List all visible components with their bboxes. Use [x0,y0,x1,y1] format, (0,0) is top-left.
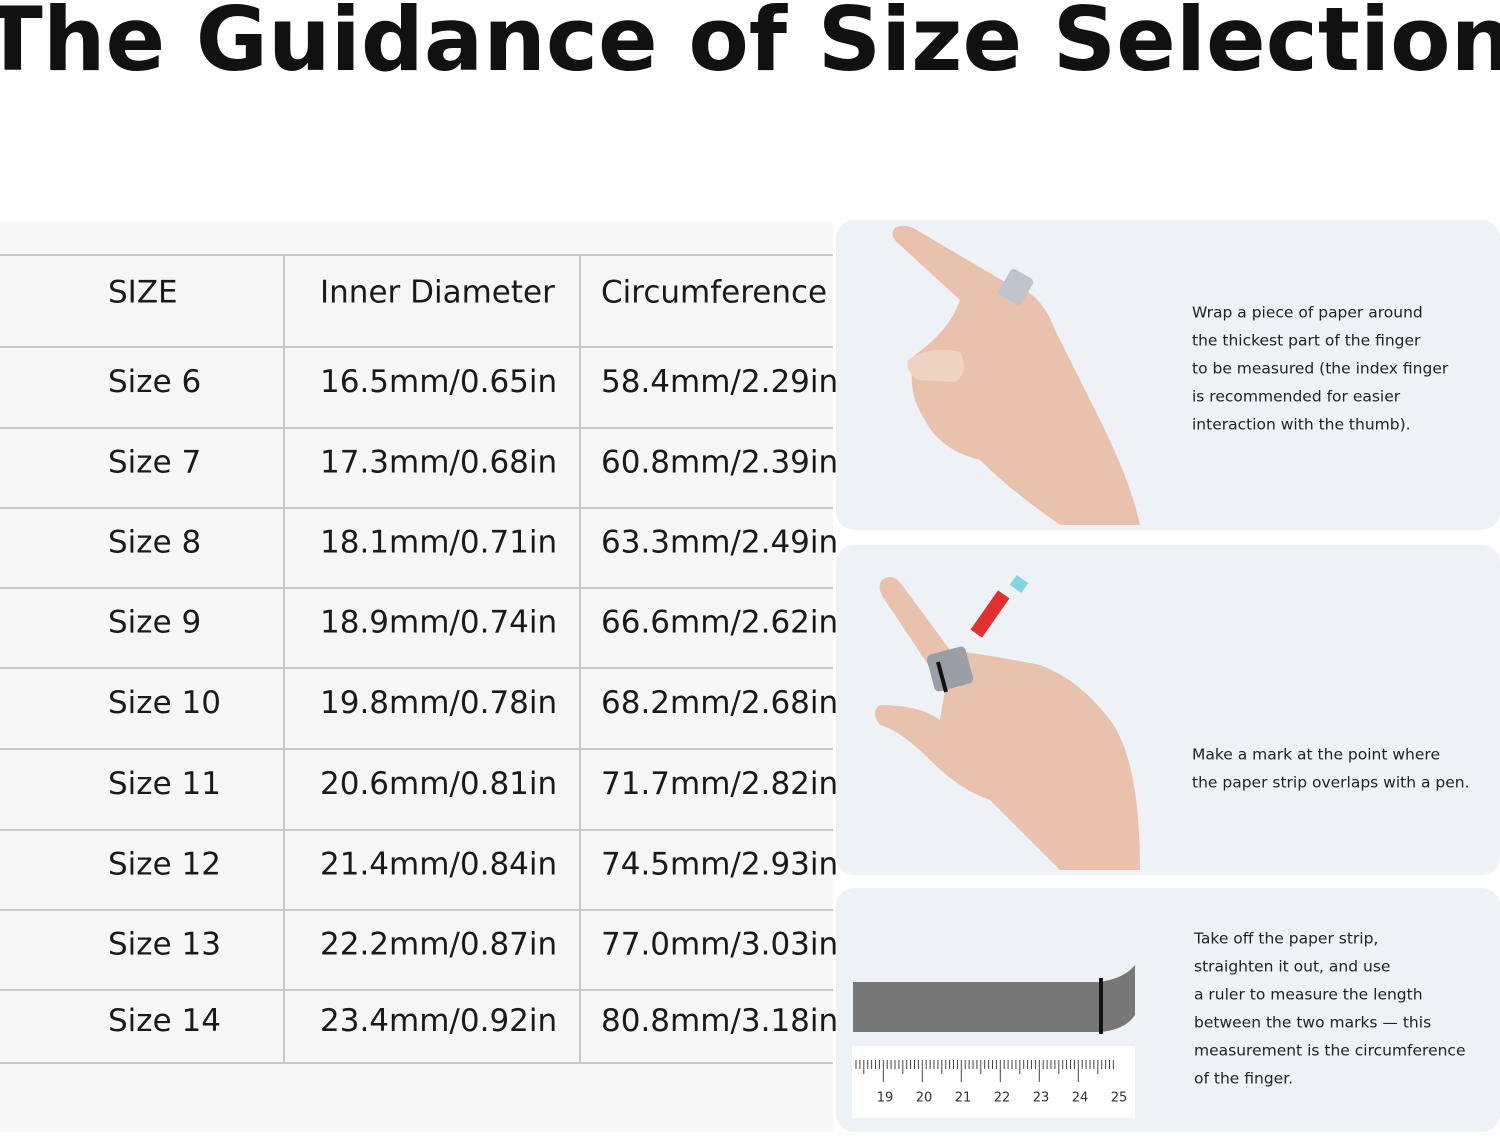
hand-illustration [875,575,1140,870]
table-cell: 23.4mm/0.92in [320,1003,557,1039]
step-text: between the two marks — this [1194,1014,1431,1032]
table-cell: 58.4mm/2.29in [601,364,838,400]
ruler [852,1046,1135,1118]
table-cell: Size 6 [108,364,201,400]
step-text: a ruler to measure the length [1194,986,1423,1004]
table-cell: 18.1mm/0.71in [320,525,557,561]
table-cell: 74.5mm/2.93in [601,847,838,883]
table-cell: 21.4mm/0.84in [320,847,557,883]
table-cell: 22.2mm/0.87in [320,927,557,963]
table-cell: 18.9mm/0.74in [320,605,557,641]
step-text: the paper strip overlaps with a pen. [1192,774,1470,792]
ruler-label: 24 [1072,1091,1089,1106]
table-cell: 71.7mm/2.82in [601,766,838,802]
table-cell: Size 14 [108,1003,221,1039]
table-cell: Size 10 [108,685,221,721]
table-cell: 77.0mm/3.03in [601,927,838,963]
table-cell: 63.3mm/2.49in [601,525,838,561]
step-text: to be measured (the index finger [1192,360,1449,378]
table-cell: 17.3mm/0.68in [320,445,557,481]
table-cell: Size 7 [108,445,201,481]
header-cell: SIZE [108,275,178,311]
table-cell: 20.6mm/0.81in [320,766,557,802]
ruler-label: 22 [994,1091,1011,1106]
ruler-ticks [855,1060,1114,1082]
ruler-label: 23 [1033,1091,1050,1106]
step-text: interaction with the thumb). [1192,416,1411,434]
paper-strip [853,965,1135,1034]
step-text: the thickest part of the finger [1192,332,1421,350]
step-text: Make a mark at the point where [1192,746,1440,764]
ruler-label: 21 [955,1091,972,1106]
table-bg [0,222,833,1132]
table-cell: Size 13 [108,927,221,963]
ruler-label: 20 [916,1091,933,1106]
table-cell: 68.2mm/2.68in [601,685,838,721]
step-text: measurement is the circumference [1194,1042,1466,1060]
step-text: of the finger. [1194,1070,1293,1088]
table-cell: Size 8 [108,525,201,561]
step-text: Wrap a piece of paper around [1192,304,1423,322]
step-panel [836,545,1500,875]
step-text: Take off the paper strip, [1193,930,1378,948]
table-cell: 80.8mm/3.18in [601,1003,838,1039]
ruler-label: 19 [877,1091,894,1106]
table-cell: 19.8mm/0.78in [320,685,557,721]
table-cell: Size 11 [108,766,221,802]
table-cell: Size 9 [108,605,201,641]
table-cell: 16.5mm/0.65in [320,364,557,400]
step-text: straighten it out, and use [1194,958,1390,976]
step-text: is recommended for easier [1192,388,1401,406]
table-cell: Size 12 [108,847,221,883]
table-cell: 66.6mm/2.62in [601,605,838,641]
hand-illustration [892,225,1140,525]
table-cell: 60.8mm/2.39in [601,445,838,481]
ruler-label: 25 [1111,1091,1128,1106]
header-cell: Inner Diameter [320,275,555,311]
title: The Guidance of Size Selection [0,0,1500,91]
header-cell: Circumference [601,275,827,311]
